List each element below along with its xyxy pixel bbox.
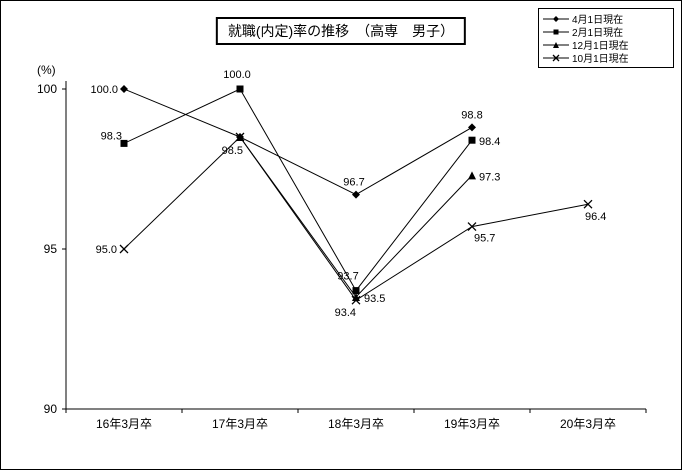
legend-label: 2月1日現在: [572, 28, 624, 39]
x-category-label: 20年3月卒: [560, 417, 616, 431]
y-tick-label: 95: [44, 242, 58, 256]
triangle-marker: [553, 41, 559, 48]
legend-item: 2月1日現在: [543, 25, 669, 39]
point-label: 95.7: [474, 233, 495, 245]
point-label: 98.5: [222, 145, 243, 157]
point-label: 100.0: [90, 84, 118, 96]
x-marker: [235, 132, 245, 142]
y-tick-label: 90: [44, 402, 58, 416]
point-label: 96.7: [343, 177, 364, 189]
x-marker: [552, 54, 560, 61]
x-marker: [583, 199, 593, 209]
diamond-marker: [468, 123, 476, 132]
square-marker: [236, 85, 244, 93]
diamond-marker: [120, 85, 128, 93]
point-label: 93.4: [335, 307, 356, 319]
series-10月1日現在: 95.0 93.4 95.7 96.4: [96, 132, 606, 319]
square-legend-marker-icon: [543, 29, 569, 34]
series-2月1日現在: 98.3 100.0 93.7 98.4: [101, 69, 500, 295]
square-marker: [120, 139, 128, 147]
square-marker: [468, 136, 476, 144]
series-line: [123, 88, 473, 196]
legend-label: 10月1日現在: [572, 54, 629, 65]
x-marker: [351, 295, 361, 305]
series-line: [123, 88, 473, 292]
y-tick-label: 100: [37, 82, 57, 96]
point-label: 95.0: [96, 244, 117, 256]
legend-item: 4月1日現在: [543, 12, 669, 26]
y-axis-unit-label: (%): [37, 63, 56, 77]
series-4月1日現在: 100.0 98.5 96.7 98.8: [90, 84, 483, 199]
x-legend-marker-icon: [543, 54, 569, 61]
chart-title: 就職(内定)率の推移 （高専 男子）: [215, 17, 467, 45]
x-category-label: 17年3月卒: [212, 417, 268, 431]
point-label: 97.3: [479, 171, 500, 183]
point-label: 98.3: [101, 130, 122, 142]
x-category-label: 19年3月卒: [444, 417, 500, 431]
point-label: 93.7: [337, 271, 358, 283]
square-marker: [553, 29, 559, 34]
diamond-marker: [553, 15, 559, 22]
x-category-label: 16年3月卒: [96, 417, 152, 431]
point-label: 96.4: [585, 211, 606, 223]
legend-item: 10月1日現在: [543, 51, 669, 65]
diamond-legend-marker-icon: [543, 15, 569, 22]
legend-label: 12月1日現在: [572, 41, 629, 52]
diamond-marker: [352, 190, 360, 199]
x-marker: [467, 222, 477, 232]
legend-item: 12月1日現在: [543, 38, 669, 52]
triangle-legend-marker-icon: [543, 41, 569, 48]
x-category-label: 18年3月卒: [328, 417, 384, 431]
x-marker: [119, 244, 129, 254]
square-marker: [352, 287, 360, 295]
triangle-marker: [468, 171, 476, 180]
chart-legend: 4月1日現在 2月1日現在 12月1日現在 10月1日現在: [538, 8, 674, 68]
series-12月1日現在: 93.5 97.3: [236, 133, 500, 305]
point-label: 98.8: [461, 109, 482, 121]
point-label: 93.5: [364, 293, 385, 305]
point-label: 100.0: [223, 69, 251, 81]
legend-label: 4月1日現在: [572, 15, 624, 26]
point-label: 98.4: [479, 136, 500, 148]
